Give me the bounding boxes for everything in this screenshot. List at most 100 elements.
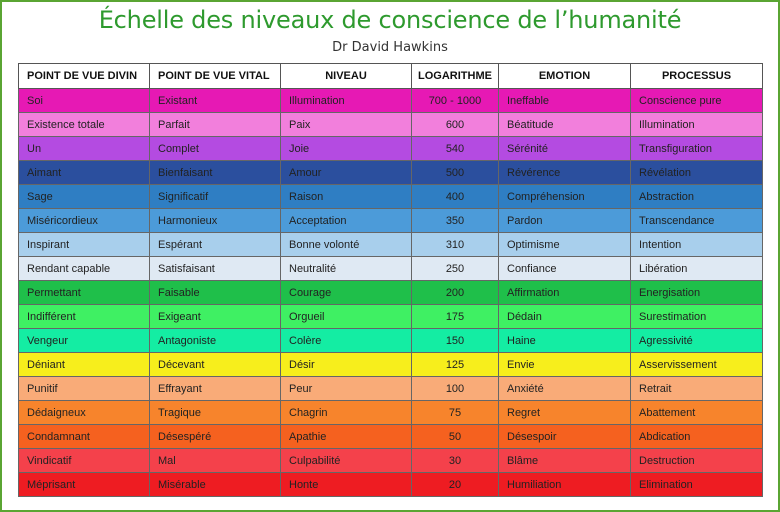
cell-niveau: Désir — [280, 352, 412, 377]
table-row: Dédaigneux Tragique Chagrin 75 Regret Abattem… — [18, 400, 763, 425]
cell-niveau: Paix — [280, 112, 412, 137]
cell-point-de-vue-vital: Existant — [149, 88, 281, 113]
cell-processus: Transfiguration — [630, 136, 763, 161]
cell-logarithme: 175 — [411, 304, 499, 329]
cell-processus: Energisation — [630, 280, 763, 305]
cell-emotion: Béatitude — [498, 112, 631, 137]
cell-point-de-vue-vital: Effrayant — [149, 376, 281, 401]
table-row: Inspirant Espérant Bonne volonté 310 Optimis… — [18, 232, 763, 257]
page-title: Échelle des niveaux de conscience de l’h… — [98, 6, 682, 34]
cell-processus: Transcendance — [630, 208, 763, 233]
cell-emotion: Anxiété — [498, 376, 631, 401]
cell-processus: Elimination — [630, 472, 763, 497]
cell-point-de-vue-divin: Indifférent — [18, 304, 150, 329]
cell-emotion: Désespoir — [498, 424, 631, 449]
cell-point-de-vue-vital: Décevant — [149, 352, 281, 377]
cell-point-de-vue-divin: Punitif — [18, 376, 150, 401]
cell-processus: Conscience pure — [630, 88, 763, 113]
header-logarithme: LOGARITHME — [411, 63, 499, 89]
cell-logarithme: 30 — [411, 448, 499, 473]
cell-niveau: Illumination — [280, 88, 412, 113]
cell-niveau: Amour — [280, 160, 412, 185]
header-point-de-vue-divin: POINT DE VUE DIVIN — [18, 63, 150, 89]
header-emotion: EMOTION — [498, 63, 631, 89]
cell-point-de-vue-vital: Espérant — [149, 232, 281, 257]
table-row: Vindicatif Mal Culpabilité 30 Blâme Destructi… — [18, 448, 763, 473]
cell-emotion: Humiliation — [498, 472, 631, 497]
cell-logarithme: 540 — [411, 136, 499, 161]
cell-logarithme: 20 — [411, 472, 499, 497]
cell-point-de-vue-divin: Aimant — [18, 160, 150, 185]
cell-processus: Illumination — [630, 112, 763, 137]
cell-processus: Révélation — [630, 160, 763, 185]
table-row: Miséricordieux Harmonieux Acceptation 350 Pa… — [18, 208, 763, 233]
header-niveau: NIVEAU — [280, 63, 412, 89]
cell-processus: Abstraction — [630, 184, 763, 209]
cell-point-de-vue-divin: Sage — [18, 184, 150, 209]
cell-point-de-vue-vital: Désespéré — [149, 424, 281, 449]
table-row: Méprisant Misérable Honte 20 Humiliation Elim… — [18, 472, 763, 497]
table-row: Sage Significatif Raison 400 Compréhension Ab… — [18, 184, 763, 209]
cell-emotion: Affirmation — [498, 280, 631, 305]
cell-logarithme: 310 — [411, 232, 499, 257]
header-processus: PROCESSUS — [630, 63, 763, 89]
header-point-de-vue-vital: POINT DE VUE VITAL — [149, 63, 281, 89]
cell-niveau: Honte — [280, 472, 412, 497]
cell-point-de-vue-divin: Dédaigneux — [18, 400, 150, 425]
cell-point-de-vue-divin: Inspirant — [18, 232, 150, 257]
cell-point-de-vue-vital: Antagoniste — [149, 328, 281, 353]
cell-emotion: Pardon — [498, 208, 631, 233]
cell-point-de-vue-vital: Exigeant — [149, 304, 281, 329]
cell-logarithme: 600 — [411, 112, 499, 137]
cell-emotion: Confiance — [498, 256, 631, 281]
cell-point-de-vue-vital: Complet — [149, 136, 281, 161]
cell-point-de-vue-vital: Misérable — [149, 472, 281, 497]
table-row: Aimant Bienfaisant Amour 500 Révérence Révéla… — [18, 160, 763, 185]
cell-logarithme: 400 — [411, 184, 499, 209]
table-row: Condamnant Désespéré Apathie 50 Désespoir Abd… — [18, 424, 763, 449]
cell-emotion: Regret — [498, 400, 631, 425]
cell-niveau: Acceptation — [280, 208, 412, 233]
cell-niveau: Colère — [280, 328, 412, 353]
cell-niveau: Culpabilité — [280, 448, 412, 473]
cell-logarithme: 350 — [411, 208, 499, 233]
table-row: Un Complet Joie 540 Sérénité Transfiguration — [18, 136, 763, 161]
cell-emotion: Sérénité — [498, 136, 631, 161]
cell-point-de-vue-divin: Existence totale — [18, 112, 150, 137]
cell-processus: Destruction — [630, 448, 763, 473]
cell-niveau: Peur — [280, 376, 412, 401]
cell-processus: Retrait — [630, 376, 763, 401]
cell-point-de-vue-divin: Un — [18, 136, 150, 161]
cell-logarithme: 700 - 1000 — [411, 88, 499, 113]
cell-processus: Agressivité — [630, 328, 763, 353]
cell-point-de-vue-vital: Bienfaisant — [149, 160, 281, 185]
cell-processus: Asservissement — [630, 352, 763, 377]
cell-processus: Abdication — [630, 424, 763, 449]
cell-niveau: Joie — [280, 136, 412, 161]
cell-logarithme: 100 — [411, 376, 499, 401]
cell-point-de-vue-divin: Méprisant — [18, 472, 150, 497]
cell-point-de-vue-vital: Parfait — [149, 112, 281, 137]
cell-point-de-vue-divin: Vindicatif — [18, 448, 150, 473]
cell-point-de-vue-vital: Mal — [149, 448, 281, 473]
cell-niveau: Bonne volonté — [280, 232, 412, 257]
cell-emotion: Compréhension — [498, 184, 631, 209]
cell-point-de-vue-divin: Vengeur — [18, 328, 150, 353]
cell-point-de-vue-divin: Permettant — [18, 280, 150, 305]
cell-point-de-vue-vital: Faisable — [149, 280, 281, 305]
table-row: Soi Existant Illumination 700 - 1000 Ineffab… — [18, 88, 763, 113]
table-row: Existence totale Parfait Paix 600 Béatitude I… — [18, 112, 763, 137]
cell-emotion: Ineffable — [498, 88, 631, 113]
table-header-row: POINT DE VUE DIVIN POINT DE VUE VITAL NI… — [18, 63, 763, 89]
table-row: Rendant capable Satisfaisant Neutralité 250… — [18, 256, 763, 281]
cell-emotion: Blâme — [498, 448, 631, 473]
cell-point-de-vue-divin: Rendant capable — [18, 256, 150, 281]
cell-point-de-vue-divin: Déniant — [18, 352, 150, 377]
cell-niveau: Courage — [280, 280, 412, 305]
cell-point-de-vue-vital: Harmonieux — [149, 208, 281, 233]
cell-emotion: Optimisme — [498, 232, 631, 257]
cell-logarithme: 150 — [411, 328, 499, 353]
consciousness-scale-table: POINT DE VUE DIVIN POINT DE VUE VITAL NI… — [18, 63, 763, 497]
cell-point-de-vue-vital: Tragique — [149, 400, 281, 425]
cell-niveau: Raison — [280, 184, 412, 209]
